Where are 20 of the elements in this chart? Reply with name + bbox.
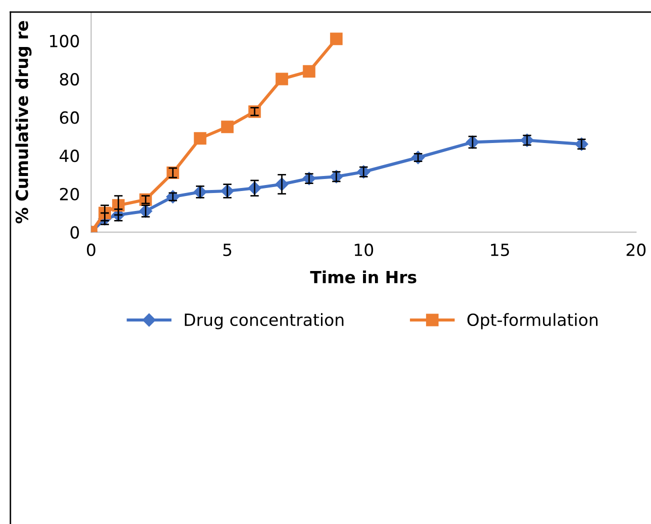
y-tick-label: 100 <box>50 34 79 48</box>
y-axis-title: % Cumulative drug re <box>15 21 32 224</box>
x-tick-label: 15 <box>491 244 509 256</box>
point <box>276 72 288 86</box>
point <box>302 65 316 78</box>
legend-label: Opt-formulation <box>467 313 598 330</box>
point <box>221 120 234 134</box>
y-tick-label: 40 <box>60 150 79 162</box>
point <box>330 32 343 46</box>
y-tick-label: 0 <box>70 226 79 239</box>
legend-label: Drug concentration <box>184 313 344 330</box>
y-tick-label: 20 <box>60 188 79 200</box>
x-axis-title: Time in Hrs <box>310 270 416 284</box>
x-tick-label: 0 <box>86 244 96 256</box>
y-tick-label: 60 <box>60 111 79 124</box>
point <box>194 132 206 145</box>
x-tick-label: 10 <box>354 244 374 256</box>
y-tick-label: 80 <box>60 72 79 86</box>
x-tick-label: 20 <box>626 244 646 256</box>
x-tick-label: 5 <box>223 244 232 256</box>
